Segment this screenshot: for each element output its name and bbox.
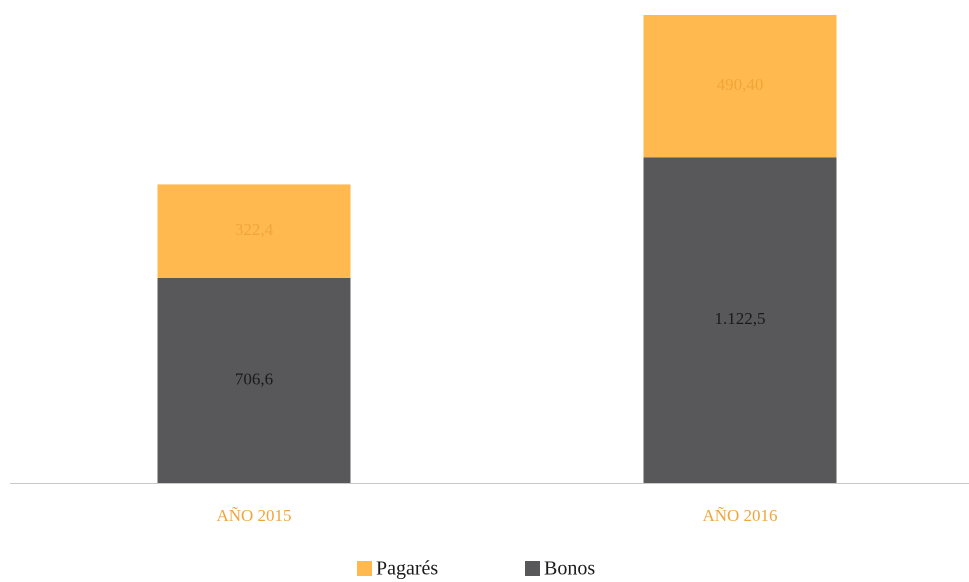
data-label: 322,4	[235, 220, 274, 239]
x-tick-label: AÑO 2016	[702, 506, 777, 525]
legend-label: Pagarés	[376, 558, 438, 580]
data-label: 1.122,5	[715, 309, 766, 328]
bar-segment	[643, 15, 837, 158]
bar-segment	[643, 157, 837, 484]
x-tick-label: AÑO 2015	[216, 506, 291, 525]
legend-swatch	[525, 561, 540, 576]
data-label: 706,6	[235, 369, 273, 388]
legend-swatch	[357, 561, 372, 576]
legend-label: Bonos	[544, 558, 595, 580]
data-label: 490,40	[717, 75, 764, 94]
bar-segment	[157, 277, 351, 483]
bar-segment	[157, 184, 351, 278]
